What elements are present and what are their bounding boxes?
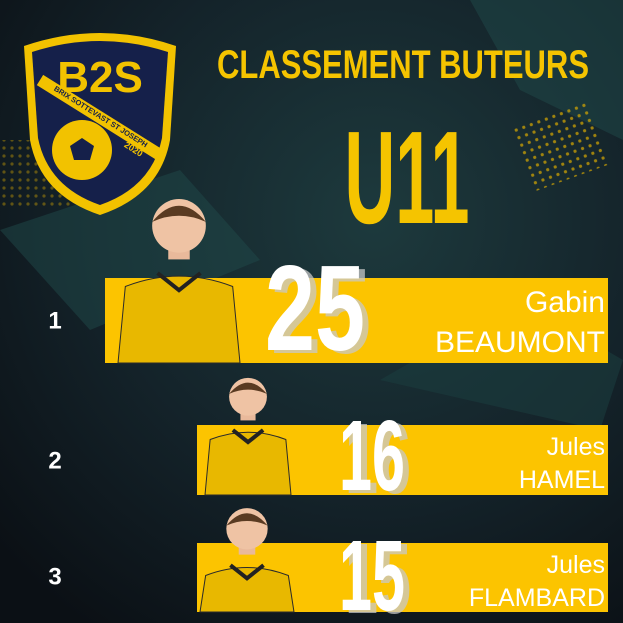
player-collar	[156, 271, 202, 293]
player-collar	[229, 563, 265, 581]
first-name: Jules	[547, 551, 605, 579]
player-shirt	[117, 275, 241, 364]
logo: B2S BRIX SOTTEVAST ST JOSEPH 2020	[24, 33, 176, 215]
player-hair	[229, 382, 267, 394]
logo-initials: B2S	[57, 53, 143, 102]
last-name: BEAUMONT	[435, 326, 605, 359]
sash	[36, 74, 164, 161]
last-name: FLAMBARD	[469, 584, 605, 612]
player-shirt	[199, 567, 295, 613]
rank: 3	[48, 563, 61, 590]
title: CLASSEMENT BUTEURS	[217, 43, 589, 87]
ranking: 1 25 Gabin BEAUMONT 2 16 Jules HAMEL 3 15 Jules FLA…	[48, 199, 608, 623]
goals: 25	[265, 240, 365, 376]
goals: 15	[339, 520, 405, 623]
player-shirt	[204, 431, 292, 496]
rank: 1	[48, 307, 61, 334]
first-name: Jules	[547, 433, 605, 461]
player-hair	[152, 205, 206, 222]
last-name: HAMEL	[519, 466, 605, 494]
ball-patch	[70, 138, 94, 160]
first-name: Gabin	[525, 286, 605, 319]
dot-pattern	[510, 98, 610, 192]
player-collar	[231, 428, 265, 445]
goals: 16	[339, 400, 405, 512]
player-hair	[226, 513, 268, 526]
category: U11	[345, 104, 470, 251]
rank: 2	[48, 447, 61, 474]
